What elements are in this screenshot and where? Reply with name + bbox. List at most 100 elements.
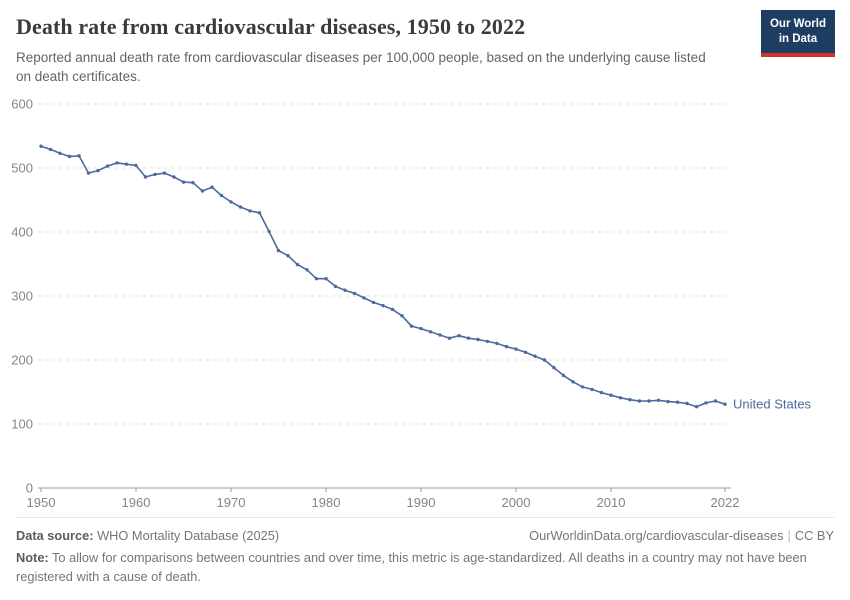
y-tick-label-600: 600 <box>11 96 33 111</box>
data-point-2004 <box>552 365 556 370</box>
data-point-1981 <box>333 284 338 288</box>
data-point-1970 <box>229 199 233 204</box>
series-label-united-states[interactable]: United States <box>733 396 812 411</box>
data-point-1959 <box>124 162 129 166</box>
data-point-1955 <box>86 171 91 175</box>
y-tick-label-100: 100 <box>11 416 33 431</box>
data-point-2000 <box>514 347 518 351</box>
chart-footer: Data source: WHO Mortality Database (202… <box>16 516 834 587</box>
x-tick-label-1960: 1960 <box>122 495 151 510</box>
data-point-2017 <box>675 400 680 404</box>
data-point-1957 <box>105 164 110 168</box>
data-point-1998 <box>495 341 499 345</box>
data-point-1962 <box>153 172 157 176</box>
y-tick-label-400: 400 <box>11 224 33 239</box>
data-point-1988 <box>400 313 404 318</box>
data-point-2022 <box>723 402 727 406</box>
data-point-1954 <box>77 153 81 158</box>
data-point-1992 <box>438 333 442 337</box>
chart-title: Death rate from cardiovascular diseases,… <box>16 14 526 39</box>
data-point-2007 <box>580 384 585 389</box>
data-point-2015 <box>656 398 661 402</box>
note-text: To allow for comparisons between countri… <box>16 550 807 584</box>
data-source-value: WHO Mortality Database (2025) <box>97 527 280 543</box>
data-point-2005 <box>561 373 566 377</box>
data-point-1991 <box>428 329 433 334</box>
data-source: Data source: WHO Mortality Database (202… <box>16 527 279 546</box>
data-point-2002 <box>533 354 537 358</box>
data-point-1994 <box>457 333 461 338</box>
y-tick-label-200: 200 <box>11 352 33 367</box>
data-point-2019 <box>694 404 699 409</box>
data-point-2014 <box>647 399 651 403</box>
data-point-1953 <box>67 154 72 158</box>
line-chart: 0 100 200 300 400 500 600 1950 1960 1970 1980 1990 2… <box>11 96 812 510</box>
data-point-2009 <box>599 390 604 395</box>
data-point-1969 <box>219 193 224 197</box>
x-tick-label-2010: 2010 <box>597 495 626 510</box>
data-line-united-states <box>40 145 726 408</box>
data-point-1965 <box>181 180 186 184</box>
data-point-1961 <box>143 175 148 179</box>
data-point-1985 <box>371 300 376 304</box>
data-point-1990 <box>419 326 423 331</box>
chart-header: Death rate from cardiovascular diseases,… <box>0 0 850 87</box>
data-point-1979 <box>314 276 319 281</box>
note-label: Note: <box>16 550 49 566</box>
footer-attribution: OurWorldinData.org/cardiovascular-diseas… <box>529 527 834 546</box>
data-point-2006 <box>571 379 575 384</box>
owid-url-link[interactable]: OurWorldinData.org/cardiovascular-diseas… <box>529 527 784 543</box>
data-point-1982 <box>343 288 347 292</box>
data-point-1963 <box>162 171 167 175</box>
data-point-1983 <box>352 291 357 295</box>
data-point-1984 <box>362 295 366 300</box>
data-point-1973 <box>257 210 262 215</box>
data-point-1958 <box>115 160 119 165</box>
data-point-1968 <box>210 185 214 189</box>
data-point-1986 <box>381 303 385 308</box>
footer-note: Note: To allow for comparisons between c… <box>16 549 834 586</box>
data-point-1951 <box>48 147 53 151</box>
data-point-1978 <box>305 267 309 272</box>
data-point-1972 <box>248 208 252 213</box>
data-point-2001 <box>523 350 528 354</box>
data-point-1989 <box>409 324 414 328</box>
data-point-1966 <box>191 180 195 185</box>
data-point-2016 <box>666 399 670 404</box>
data-point-2010 <box>609 393 613 397</box>
data-point-1975 <box>276 248 281 253</box>
y-tick-label-300: 300 <box>11 288 33 303</box>
owid-logo-line2: in Data <box>778 32 818 45</box>
attribution-separator: | <box>787 527 791 543</box>
data-point-1971 <box>238 205 243 209</box>
x-tick-label-1990: 1990 <box>407 495 436 510</box>
data-point-2008 <box>590 387 594 391</box>
data-point-1967 <box>200 189 205 193</box>
data-point-1950 <box>39 144 43 148</box>
data-point-2020 <box>704 400 708 405</box>
data-point-1999 <box>504 344 509 349</box>
data-point-2012 <box>628 397 632 402</box>
license-badge: CC BY <box>794 527 834 543</box>
data-point-1952 <box>58 151 62 155</box>
x-tick-label-1970: 1970 <box>217 495 246 510</box>
data-point-1956 <box>96 168 100 173</box>
footer-source-row: Data source: WHO Mortality Database (202… <box>16 527 834 546</box>
data-source-label: Data source: <box>16 527 94 543</box>
data-point-1974 <box>267 229 271 233</box>
data-point-1995 <box>466 336 471 340</box>
data-point-2013 <box>637 399 642 403</box>
data-point-1993 <box>447 336 452 340</box>
data-point-2021 <box>713 399 718 403</box>
data-point-1976 <box>286 253 290 258</box>
data-point-1964 <box>172 175 176 179</box>
data-point-1980 <box>324 276 328 281</box>
data-point-1996 <box>476 337 480 341</box>
chart-subtitle: Reported annual death rate from cardiova… <box>16 50 706 84</box>
owid-logo-line1: Our World <box>769 18 826 30</box>
data-point-1997 <box>485 339 490 343</box>
owid-logo: Our World in Data <box>760 10 835 57</box>
x-tick-label-1950: 1950 <box>27 495 56 510</box>
data-point-1960 <box>134 163 138 167</box>
